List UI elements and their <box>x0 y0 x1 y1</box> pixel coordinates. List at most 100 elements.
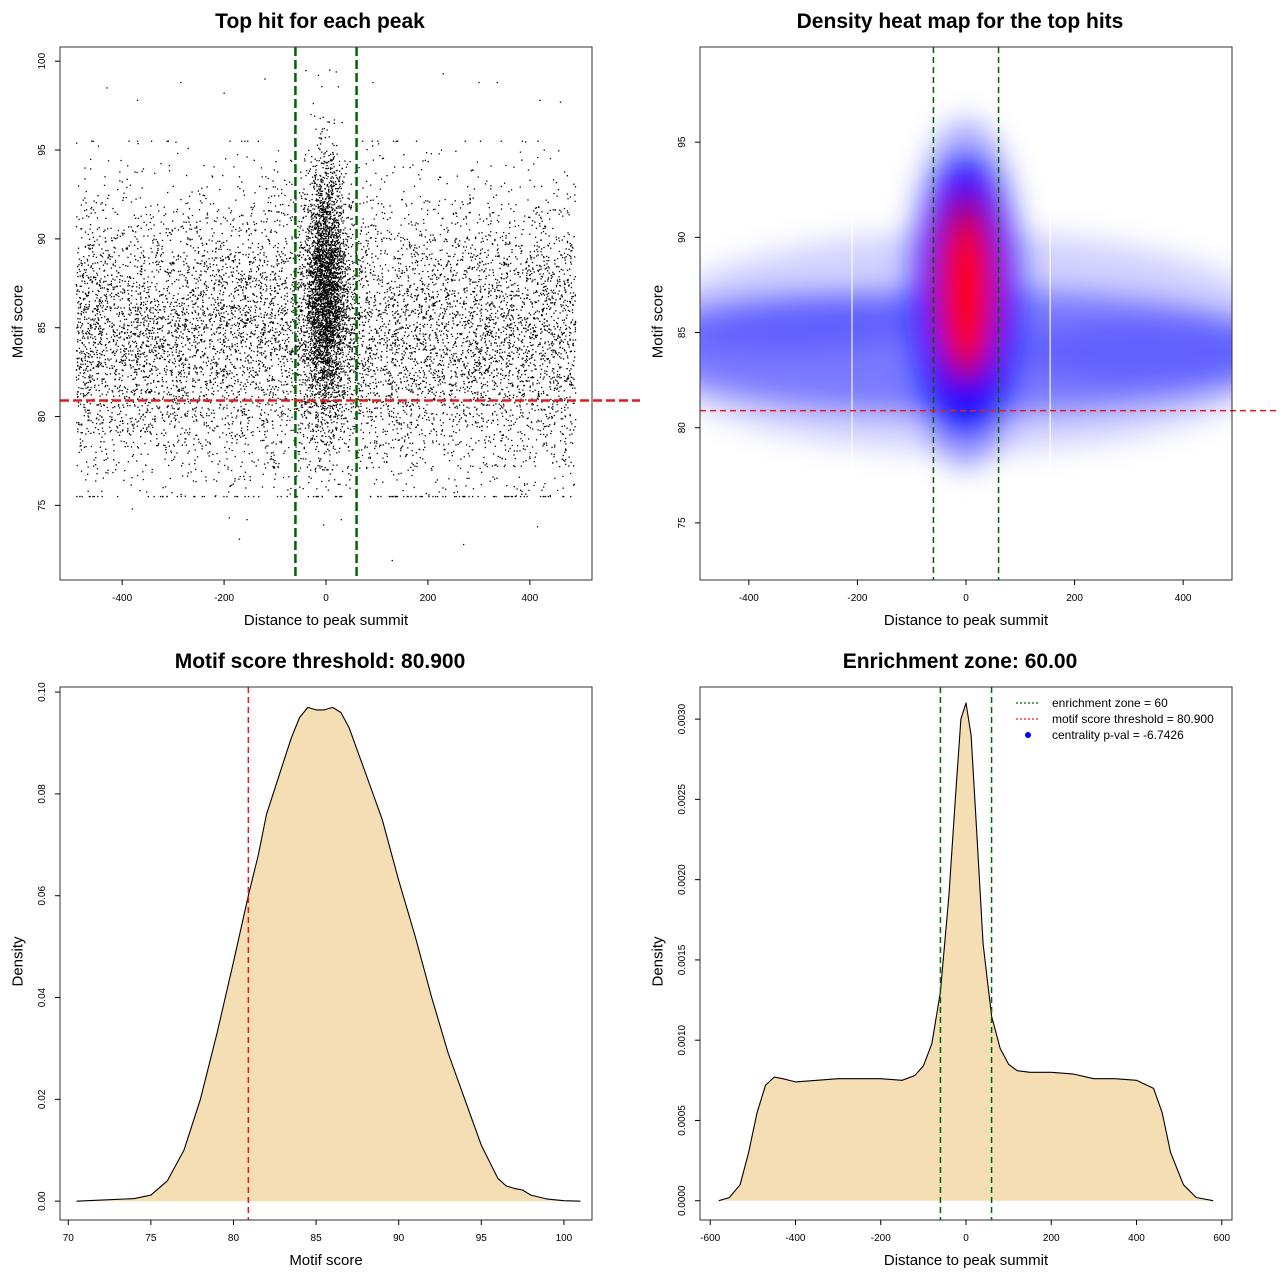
data-point <box>308 319 310 321</box>
data-point <box>151 369 153 371</box>
data-point <box>163 368 166 370</box>
data-point <box>403 335 405 337</box>
data-point <box>347 374 349 376</box>
data-point <box>510 290 512 292</box>
data-point <box>428 283 430 285</box>
data-point <box>474 341 477 344</box>
data-point <box>175 329 177 331</box>
data-point <box>347 328 349 330</box>
data-point <box>112 339 115 341</box>
data-point <box>146 340 148 342</box>
data-point <box>370 269 372 271</box>
data-point <box>534 291 537 293</box>
data-point <box>387 323 390 325</box>
data-point <box>546 330 548 332</box>
data-point <box>269 231 272 233</box>
data-point <box>376 291 378 294</box>
data-point <box>202 374 204 376</box>
data-point <box>380 356 383 358</box>
data-point <box>137 314 139 316</box>
data-point <box>241 320 243 322</box>
data-point <box>214 301 217 303</box>
data-point <box>266 314 268 316</box>
data-point <box>546 374 548 376</box>
data-point <box>212 383 215 385</box>
data-point <box>454 279 456 281</box>
data-point <box>521 340 523 342</box>
data-point <box>198 209 201 211</box>
data-point <box>247 495 250 498</box>
data-point <box>549 412 551 414</box>
data-point <box>509 346 511 348</box>
data-point <box>162 380 164 383</box>
data-point <box>496 368 498 370</box>
data-point <box>284 282 286 285</box>
data-point <box>544 225 547 228</box>
data-point <box>101 334 103 336</box>
data-point <box>113 246 115 248</box>
data-point <box>423 442 426 444</box>
data-point <box>274 290 277 292</box>
data-point <box>191 274 193 276</box>
data-point <box>406 413 408 415</box>
data-point <box>504 243 506 246</box>
data-point <box>192 247 195 249</box>
data-point <box>442 349 444 351</box>
data-point <box>105 295 107 297</box>
data-point <box>162 315 164 318</box>
data-point <box>196 420 198 422</box>
data-point <box>187 305 190 307</box>
data-point <box>185 394 187 396</box>
data-point <box>367 301 369 304</box>
data-point <box>306 466 309 468</box>
data-point <box>503 320 505 322</box>
data-point <box>566 397 568 399</box>
data-point <box>173 211 175 213</box>
data-point <box>142 342 145 344</box>
data-point <box>419 330 421 332</box>
data-point <box>452 346 454 349</box>
data-point <box>324 397 326 399</box>
data-point <box>391 385 393 387</box>
data-point <box>303 295 305 297</box>
data-point <box>512 304 514 307</box>
data-point <box>207 432 209 434</box>
data-point <box>173 395 175 397</box>
data-point <box>242 190 245 192</box>
data-point <box>506 485 508 487</box>
data-point <box>166 495 168 498</box>
data-point <box>480 252 482 254</box>
data-point <box>340 430 342 432</box>
data-point <box>563 319 566 321</box>
data-point <box>500 208 503 210</box>
data-point <box>143 321 145 323</box>
data-point <box>505 237 507 239</box>
data-point <box>155 367 157 369</box>
data-point <box>549 347 551 349</box>
data-point <box>407 495 409 498</box>
data-point <box>161 417 163 419</box>
data-point <box>144 402 146 404</box>
data-point <box>148 426 150 428</box>
data-point <box>298 342 301 344</box>
data-point <box>449 302 451 304</box>
data-point <box>347 344 349 346</box>
data-point <box>188 268 190 270</box>
data-point <box>459 207 462 209</box>
data-point <box>362 438 364 440</box>
data-point <box>97 361 99 363</box>
data-point <box>209 442 211 444</box>
data-point <box>520 438 522 440</box>
data-point <box>101 495 103 498</box>
data-point <box>277 397 279 399</box>
data-point <box>271 315 273 317</box>
data-point <box>416 398 418 400</box>
data-point <box>301 406 304 408</box>
data-point <box>500 382 502 384</box>
data-point <box>420 382 422 385</box>
data-point <box>219 403 221 406</box>
data-point <box>135 198 137 200</box>
data-point <box>286 223 288 226</box>
data-point <box>170 373 173 375</box>
data-point <box>481 319 484 321</box>
